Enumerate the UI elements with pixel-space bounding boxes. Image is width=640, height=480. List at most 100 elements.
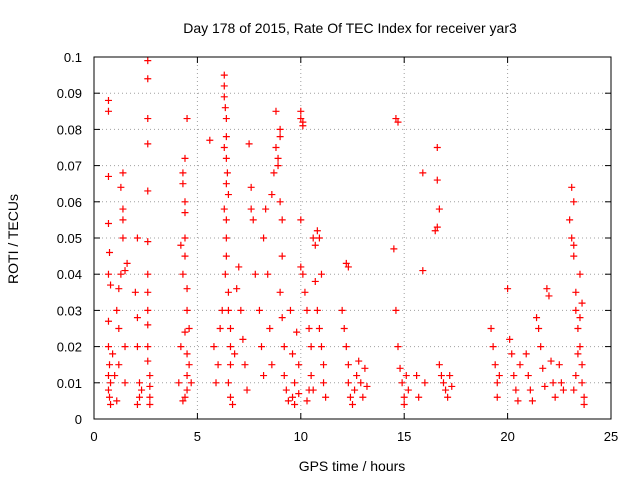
- data-point: [390, 245, 398, 253]
- data-point: [278, 252, 286, 260]
- data-point: [516, 361, 524, 369]
- data-point: [580, 393, 588, 401]
- data-point: [289, 350, 297, 358]
- data-point: [251, 270, 259, 278]
- data-point: [543, 285, 551, 293]
- data-point: [260, 234, 268, 242]
- data-point: [117, 270, 125, 278]
- data-point: [181, 393, 189, 401]
- data-point: [223, 169, 231, 177]
- data-point: [104, 343, 112, 351]
- plot-frame: [93, 56, 612, 420]
- data-point: [295, 390, 303, 398]
- data-point: [268, 361, 276, 369]
- data-point: [106, 248, 114, 256]
- data-point: [533, 314, 541, 322]
- data-point: [297, 216, 305, 224]
- data-point: [245, 140, 253, 148]
- data-point: [537, 343, 545, 351]
- data-point: [320, 379, 328, 387]
- data-point: [394, 118, 402, 126]
- data-point: [528, 397, 536, 405]
- data-point: [297, 263, 305, 271]
- data-point: [233, 285, 241, 293]
- data-point: [539, 364, 547, 372]
- data-point: [359, 393, 367, 401]
- data-point: [231, 350, 239, 358]
- data-point: [181, 328, 189, 336]
- data-point: [183, 386, 191, 394]
- data-point: [104, 372, 112, 380]
- data-point: [278, 216, 286, 224]
- data-point: [340, 325, 348, 332]
- data-point: [183, 285, 191, 293]
- data-point: [344, 263, 352, 271]
- data-point: [495, 372, 503, 380]
- data-point: [179, 169, 187, 177]
- data-point: [361, 364, 369, 372]
- data-point: [107, 401, 115, 409]
- data-point: [183, 372, 191, 380]
- data-point: [104, 96, 112, 104]
- data-point: [355, 357, 363, 365]
- data-point: [241, 361, 249, 369]
- data-point: [115, 325, 123, 332]
- data-point: [138, 386, 146, 394]
- data-point: [183, 350, 191, 358]
- data-point: [185, 361, 193, 369]
- data-point: [175, 379, 183, 387]
- x-tick-label: 5: [194, 429, 201, 444]
- data-point: [286, 306, 294, 314]
- data-points: [104, 57, 588, 409]
- data-point: [264, 270, 272, 278]
- data-point: [278, 314, 286, 322]
- data-point: [342, 343, 350, 351]
- data-point: [349, 401, 356, 409]
- data-point: [224, 379, 232, 387]
- data-point: [291, 379, 299, 387]
- data-point: [413, 372, 421, 380]
- data-point: [398, 379, 406, 387]
- data-point: [255, 306, 263, 314]
- data-point: [444, 393, 452, 401]
- data-point: [297, 115, 305, 123]
- data-point: [274, 154, 282, 162]
- data-point: [303, 397, 311, 405]
- y-tick-label: 0.03: [57, 303, 82, 318]
- data-point: [545, 292, 553, 300]
- data-point: [113, 397, 121, 405]
- data-point: [301, 288, 309, 296]
- y-tick-label: 0.05: [57, 231, 82, 246]
- data-point: [224, 288, 232, 296]
- data-point: [260, 372, 268, 380]
- data-point: [243, 386, 251, 394]
- data-point: [282, 386, 290, 394]
- data-point: [433, 223, 441, 231]
- data-point: [276, 198, 284, 206]
- data-point: [111, 372, 119, 380]
- data-point: [133, 343, 141, 351]
- data-point: [396, 364, 404, 372]
- data-point: [307, 372, 315, 380]
- data-point: [578, 361, 586, 369]
- data-point: [415, 393, 423, 401]
- data-point: [183, 115, 191, 123]
- data-point: [220, 71, 228, 79]
- data-point: [311, 277, 319, 285]
- data-point: [218, 306, 226, 314]
- data-point: [104, 220, 112, 228]
- data-point: [117, 183, 125, 191]
- data-point: [551, 393, 559, 401]
- data-point: [210, 343, 218, 351]
- data-point: [351, 386, 359, 394]
- data-point: [237, 306, 245, 314]
- chart-title: Day 178 of 2015, Rate Of TEC Index for r…: [183, 20, 517, 36]
- data-point: [107, 379, 115, 387]
- data-point: [222, 234, 230, 242]
- data-point: [220, 205, 228, 213]
- data-point: [220, 82, 228, 90]
- data-point: [104, 317, 112, 325]
- data-point: [313, 306, 321, 314]
- data-point: [431, 227, 439, 235]
